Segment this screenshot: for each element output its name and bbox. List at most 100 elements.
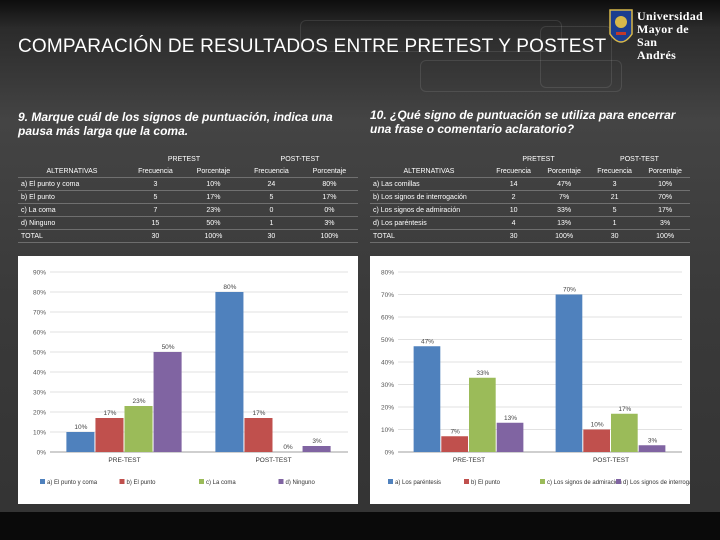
- data-label: 13%: [504, 415, 517, 422]
- table-row: b) El punto 5 17% 5 17%: [18, 190, 358, 204]
- data-label: 17%: [252, 410, 265, 417]
- table-cell: 80%: [300, 177, 358, 191]
- data-label: 70%: [563, 287, 576, 294]
- data-label: 10%: [591, 422, 604, 429]
- table-cell: b) El punto: [18, 190, 126, 204]
- table-cell: 21: [588, 190, 641, 204]
- legend-swatch: [119, 479, 125, 484]
- table-cell: 24: [241, 177, 301, 191]
- table-cell: 50%: [184, 216, 242, 230]
- y-tick-label: 30%: [381, 382, 394, 389]
- table-cell: 70%: [640, 190, 690, 204]
- table-cell: 47%: [539, 177, 589, 191]
- decorative-frame: [300, 20, 562, 52]
- table-cell: d) Los paréntesis: [370, 216, 488, 230]
- bar-chart-svg: 0% 10% 20% 30% 40% 50% 60% 70% 80% 90% 10% 17% 23% 50…: [33, 270, 348, 486]
- column-header: Frecuencia: [241, 165, 301, 178]
- data-label: 3%: [312, 438, 322, 445]
- table-cell: d) Ninguno: [18, 216, 126, 230]
- legend-swatch: [616, 479, 621, 484]
- table-cell: 30: [126, 229, 185, 243]
- table-cell: 17%: [640, 203, 690, 217]
- legend-label: b) El punto: [471, 480, 501, 486]
- table-cell: 5: [126, 190, 185, 204]
- y-tick-label: 20%: [381, 405, 394, 412]
- chart-q9: 0% 10% 20% 30% 40% 50% 60% 70% 80% 90% 10% 17% 23% 50…: [18, 256, 358, 504]
- table-cell: a) El punto y coma: [18, 177, 126, 191]
- bar-4-1: [153, 352, 182, 452]
- table-row: d) Ninguno 15 50% 1 3%: [18, 216, 358, 230]
- bar-4-2: [302, 446, 331, 452]
- y-tick-label: 80%: [381, 270, 394, 277]
- table-cell: 13%: [539, 216, 589, 230]
- table-row: c) Los signos de admiración 10 33% 5 17%: [370, 203, 690, 217]
- university-logo: Universidad Mayor de San Andrés: [607, 6, 717, 62]
- table-cell: 33%: [539, 203, 589, 217]
- decorative-frame: [540, 26, 612, 88]
- group-header-pretest: PRETEST: [167, 155, 201, 163]
- table-row-total: TOTAL 30 100% 30 100%: [370, 229, 690, 243]
- table-cell: 23%: [184, 203, 242, 217]
- table-cell: 3: [588, 177, 641, 191]
- table-row: a) El punto y coma 3 10% 24 80%: [18, 177, 358, 191]
- y-tick-label: 90%: [33, 270, 46, 277]
- table-header-row: ALTERNATIVAS Frecuencia Porcentaje Frecu…: [18, 165, 358, 178]
- bar-2-2: [583, 429, 610, 452]
- data-label: 17%: [618, 406, 631, 413]
- legend-swatch: [540, 479, 545, 484]
- x-category-label: POST-TEST: [593, 457, 629, 464]
- table-cell: 10%: [184, 177, 242, 191]
- table-cell: 3: [126, 177, 185, 191]
- column-header: Porcentaje: [539, 165, 589, 178]
- bar-2-2: [244, 418, 273, 452]
- group-header-pretest: PRETEST: [522, 155, 555, 163]
- table-cell: 14: [488, 177, 540, 191]
- table-cell: 2: [488, 190, 540, 204]
- table-row: a) Las comillas 14 47% 3 10%: [370, 177, 690, 191]
- data-label: 80%: [223, 284, 236, 291]
- question-10: 10. ¿Qué signo de puntuación se utiliza …: [370, 108, 676, 136]
- legend-swatch: [40, 479, 45, 484]
- y-tick-label: 40%: [33, 370, 46, 377]
- bar-4-2: [638, 445, 666, 452]
- table-cell: 30: [488, 229, 540, 243]
- group-header-posttest: POST-TEST: [620, 155, 659, 163]
- table-cell: 1: [588, 216, 641, 230]
- table-cell: 3%: [640, 216, 690, 230]
- group-header-row: PRETEST POST-TEST: [18, 153, 358, 165]
- bar-2-1: [95, 418, 124, 452]
- y-tick-label: 70%: [381, 292, 394, 299]
- table-cell: 5: [241, 190, 301, 204]
- column-header: ALTERNATIVAS: [370, 165, 488, 178]
- data-label: 23%: [133, 398, 146, 405]
- bar-4-1: [496, 422, 524, 452]
- y-tick-label: 80%: [33, 290, 46, 297]
- table-row: d) Los paréntesis 4 13% 1 3%: [370, 216, 690, 230]
- bar-chart-svg: 0% 10% 20% 30% 40% 50% 60% 70% 80% 47% 7% 33% 13% PRE…: [381, 270, 703, 487]
- table-cell: 30: [241, 229, 301, 243]
- y-tick-label: 50%: [381, 337, 394, 344]
- results-table-q10: PRETEST POST-TEST ALTERNATIVAS Frecuenci…: [370, 153, 690, 243]
- legend-swatch: [388, 479, 393, 484]
- y-tick-label: 0%: [37, 450, 47, 457]
- table-cell: 0: [241, 203, 301, 217]
- column-header: Porcentaje: [184, 165, 242, 178]
- bar-2-1: [441, 436, 468, 452]
- group-header-row: PRETEST POST-TEST: [370, 153, 690, 165]
- column-header: Frecuencia: [126, 165, 185, 178]
- table-cell: TOTAL: [370, 229, 488, 243]
- legend-label: a) El punto y coma: [47, 480, 98, 486]
- legend-swatch: [464, 479, 469, 484]
- table-cell: 100%: [640, 229, 690, 243]
- y-tick-label: 70%: [33, 310, 46, 317]
- table-cell: 7%: [539, 190, 589, 204]
- column-header: Frecuencia: [588, 165, 641, 178]
- table-cell: 30: [588, 229, 641, 243]
- bar-3-1: [124, 406, 153, 452]
- table-row: b) Los signos de interrogación 2 7% 21 7…: [370, 190, 690, 204]
- legend-label: d) Ninguno: [286, 480, 316, 486]
- bottom-bar: [0, 512, 720, 540]
- slide-title: COMPARACIÓN DE RESULTADOS ENTRE PRETEST …: [18, 36, 607, 57]
- table-cell: 100%: [539, 229, 589, 243]
